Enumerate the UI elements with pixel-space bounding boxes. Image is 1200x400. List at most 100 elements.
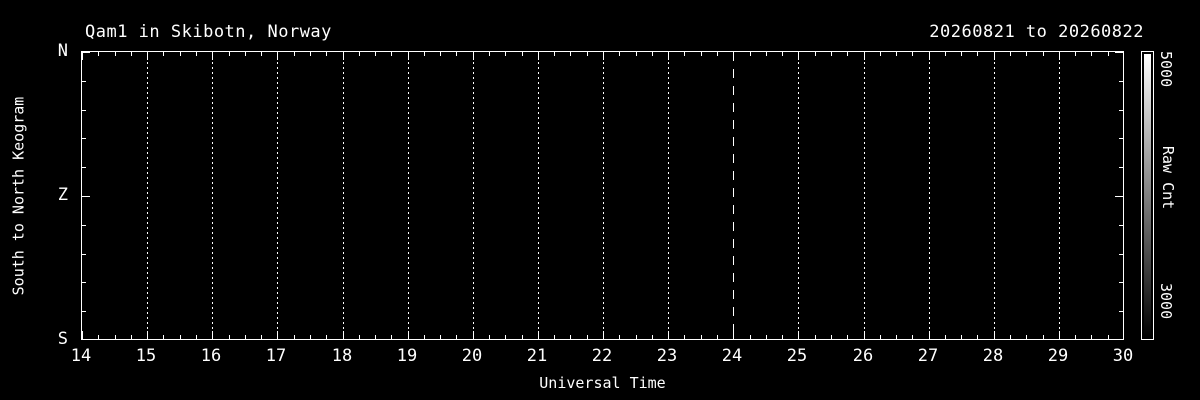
midnight-line — [733, 52, 734, 339]
x-axis-minor-tick — [570, 52, 571, 56]
x-axis-label: Universal Time — [539, 374, 666, 392]
x-axis-minor-tick — [684, 335, 685, 339]
x-axis-minor-tick — [1026, 52, 1027, 56]
x-axis-minor-tick — [1010, 52, 1011, 56]
x-axis-minor-tick — [587, 335, 588, 339]
x-axis-minor-tick — [684, 52, 685, 56]
y-axis-minor-tick — [82, 138, 86, 139]
x-axis-tick-label: 15 — [135, 346, 157, 366]
x-axis-minor-tick — [229, 52, 230, 56]
x-axis-tick-label: 21 — [526, 346, 548, 366]
x-axis-minor-tick — [961, 52, 962, 56]
x-axis-minor-tick — [359, 335, 360, 339]
x-axis-minor-tick — [1108, 335, 1109, 339]
y-axis-minor-tick — [82, 282, 86, 283]
x-axis-major-tick — [994, 52, 995, 60]
x-axis-minor-tick — [424, 52, 425, 56]
x-axis-minor-tick — [489, 52, 490, 56]
x-axis-major-tick — [343, 52, 344, 60]
colorbar-max-label: 5000 — [1157, 51, 1175, 88]
x-axis-minor-tick — [326, 52, 327, 56]
x-axis-tick-label: 20 — [461, 346, 483, 366]
x-axis-minor-tick — [489, 335, 490, 339]
x-axis-minor-tick — [1091, 52, 1092, 56]
y-axis-tick-label: S — [57, 329, 68, 349]
x-axis-minor-tick — [1075, 335, 1076, 339]
x-axis-minor-tick — [505, 335, 506, 339]
x-axis-minor-tick — [831, 335, 832, 339]
x-axis-minor-tick — [163, 52, 164, 56]
y-axis-minor-tick — [1119, 81, 1123, 82]
x-axis-major-tick — [82, 331, 83, 339]
gridline-vertical — [994, 52, 995, 339]
y-axis-tick-label: Z — [57, 185, 68, 205]
gridline-vertical — [473, 52, 474, 339]
x-axis-minor-tick — [587, 52, 588, 56]
y-axis-minor-tick — [1119, 311, 1123, 312]
gridline-vertical — [408, 52, 409, 339]
x-axis-tick-label: 17 — [265, 346, 287, 366]
x-axis-minor-tick — [115, 52, 116, 56]
y-axis-minor-tick — [82, 167, 86, 168]
x-axis-minor-tick — [1026, 335, 1027, 339]
x-axis-minor-tick — [310, 335, 311, 339]
y-axis-minor-tick — [82, 254, 86, 255]
x-axis-major-tick — [929, 52, 930, 60]
x-axis-minor-tick — [375, 52, 376, 56]
x-axis-major-tick — [538, 331, 539, 339]
x-axis-minor-tick — [245, 52, 246, 56]
x-axis-minor-tick — [456, 335, 457, 339]
x-axis-major-tick — [147, 331, 148, 339]
x-axis-major-tick — [668, 331, 669, 339]
x-axis-minor-tick — [636, 52, 637, 56]
x-axis-minor-tick — [440, 52, 441, 56]
y-axis-label-text: South to North Keogram — [9, 96, 27, 295]
figure-title: Qam1 in Skibotn, Norway — [85, 22, 332, 42]
x-axis-minor-tick — [847, 335, 848, 339]
x-axis-major-tick — [668, 52, 669, 60]
x-axis-minor-tick — [522, 335, 523, 339]
x-axis-major-tick — [343, 331, 344, 339]
x-axis-minor-tick — [245, 335, 246, 339]
x-axis-minor-tick — [570, 335, 571, 339]
x-axis-tick-label: 22 — [591, 346, 613, 366]
x-axis-minor-tick — [180, 335, 181, 339]
x-axis-minor-tick — [554, 335, 555, 339]
x-axis-minor-tick — [98, 335, 99, 339]
y-axis-major-tick — [1115, 196, 1123, 197]
x-axis-minor-tick — [701, 52, 702, 56]
x-axis-minor-tick — [815, 52, 816, 56]
y-axis-minor-tick — [1119, 254, 1123, 255]
x-axis-minor-tick — [912, 52, 913, 56]
x-axis-tick-label: 29 — [1047, 346, 1069, 366]
x-axis-tick-label: 23 — [656, 346, 678, 366]
x-axis-minor-tick — [180, 52, 181, 56]
x-axis-major-tick — [733, 331, 734, 339]
x-axis-minor-tick — [196, 52, 197, 56]
x-axis-tick-label: 14 — [70, 346, 92, 366]
x-axis-tick-label: 18 — [331, 346, 353, 366]
x-axis-minor-tick — [977, 52, 978, 56]
x-axis-minor-tick — [961, 335, 962, 339]
x-axis-minor-tick — [717, 335, 718, 339]
x-axis-minor-tick — [229, 335, 230, 339]
x-axis-minor-tick — [522, 52, 523, 56]
x-axis-major-tick — [473, 331, 474, 339]
y-axis-major-tick — [82, 52, 90, 53]
x-axis-major-tick — [733, 52, 734, 60]
x-axis-minor-tick — [815, 335, 816, 339]
x-axis-minor-tick — [782, 335, 783, 339]
x-axis-major-tick — [798, 52, 799, 60]
x-axis-tick-label: 27 — [917, 346, 939, 366]
y-axis-label: South to North Keogram — [8, 51, 28, 340]
x-axis-tick-label: 25 — [786, 346, 808, 366]
x-axis-minor-tick — [912, 335, 913, 339]
gridline-vertical — [212, 52, 213, 339]
gridline-vertical — [603, 52, 604, 339]
x-axis-major-tick — [603, 331, 604, 339]
x-axis-minor-tick — [847, 52, 848, 56]
x-axis-minor-tick — [1075, 52, 1076, 56]
gridline-vertical — [1059, 52, 1060, 339]
y-axis-minor-tick — [82, 81, 86, 82]
x-axis-minor-tick — [391, 335, 392, 339]
